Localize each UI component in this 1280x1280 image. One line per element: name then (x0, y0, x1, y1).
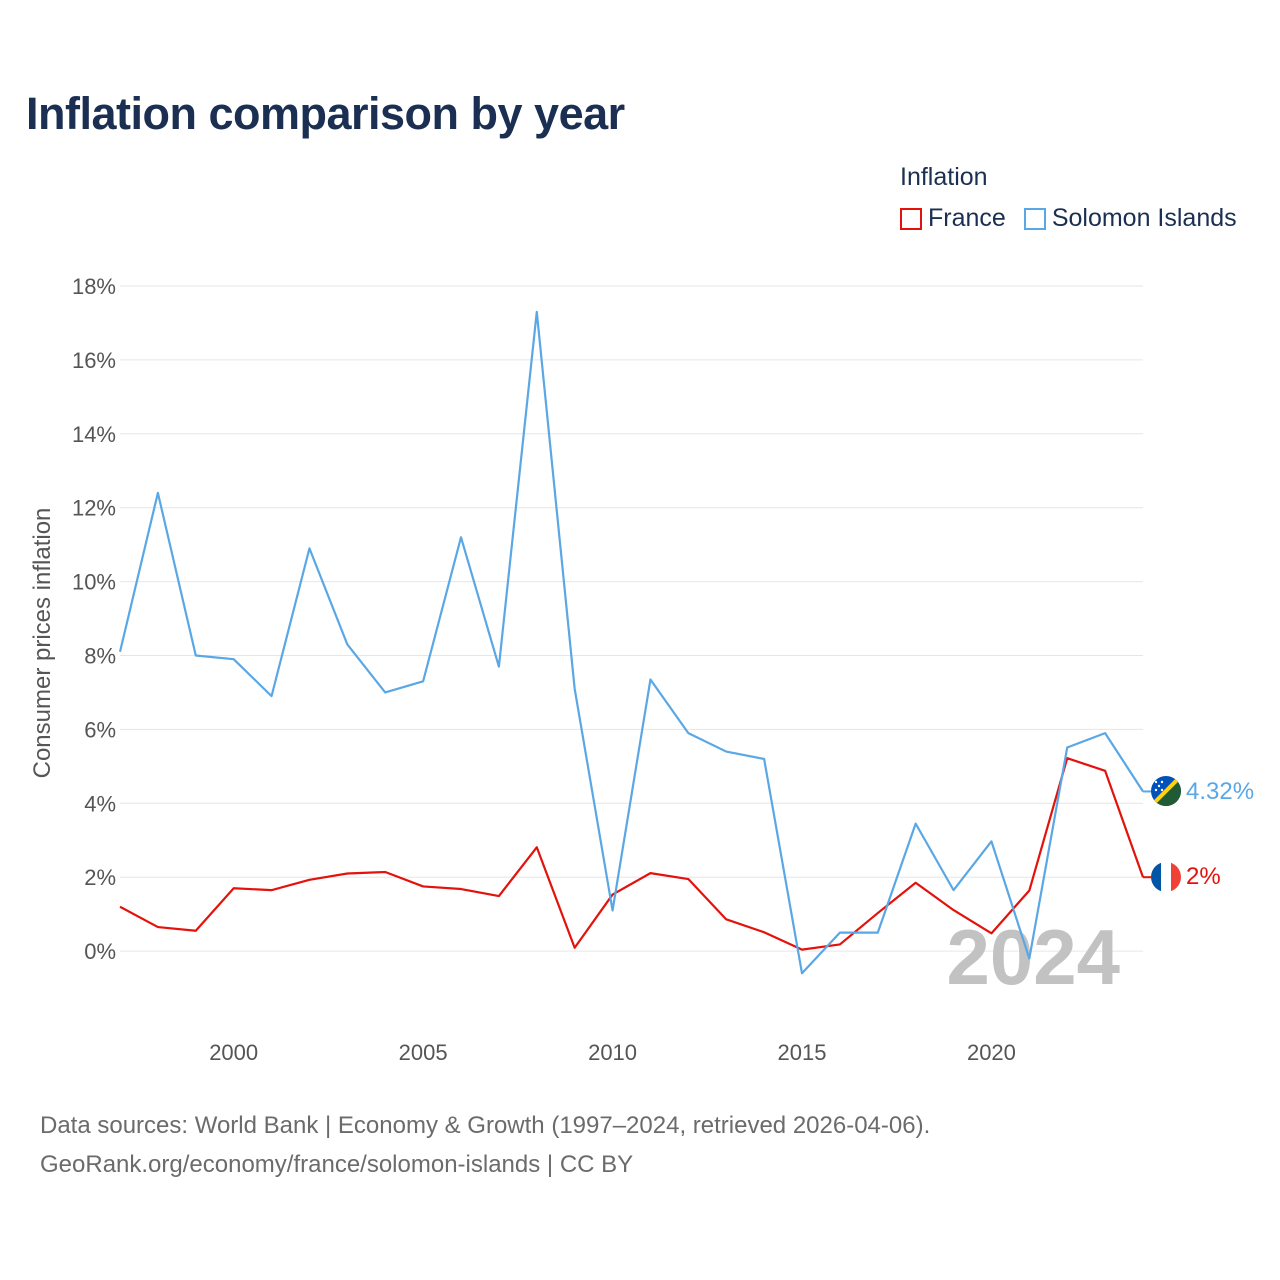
end-label-france: 2% (1186, 863, 1221, 890)
footer-sources: Data sources: World Bank | Economy & Gro… (40, 1112, 931, 1139)
gridlines (120, 285, 1143, 952)
y-tick-label: 12% (72, 496, 116, 521)
y-axis-label: Consumer prices inflation (29, 508, 56, 779)
y-tick-label: 18% (72, 274, 116, 299)
y-tick-label: 6% (84, 717, 116, 742)
solomon-islands-flag-icon (1151, 776, 1181, 806)
series-lines (118, 310, 1151, 975)
legend-label-solomon-islands: Solomon Islands (1051, 204, 1237, 232)
chart-title: Inflation comparison by year (26, 88, 625, 139)
x-tick-label: 2010 (588, 1040, 637, 1065)
x-axis-ticks: 2000 2005 2010 2015 2020 (209, 1040, 1016, 1065)
legend: France Solomon Islands (900, 204, 1255, 233)
y-tick-label: 8% (84, 644, 116, 669)
legend-swatch-solomon-islands (1023, 207, 1046, 230)
end-label-solomon-islands: 4.32% (1186, 778, 1254, 805)
series-line-france[interactable] (119, 757, 1145, 951)
legend-title: Inflation (900, 163, 988, 191)
footer-link[interactable]: GeoRank.org/economy/france/solomon-islan… (40, 1151, 634, 1178)
legend-item-solomon-islands[interactable]: Solomon Islands (1023, 204, 1237, 233)
legend-label-france: France (928, 204, 1006, 232)
france-flag-icon (1151, 862, 1181, 892)
y-tick-label: 16% (72, 348, 116, 373)
x-tick-label: 2020 (967, 1040, 1016, 1065)
legend-item-france[interactable]: France (900, 204, 1006, 233)
footer: Data sources: World Bank | Economy & Gro… (40, 1106, 930, 1184)
y-axis-ticks: 0% 2% 4% 6% 8% 10% 12% 14% 16% 18% (72, 274, 116, 964)
y-tick-label: 2% (84, 865, 116, 890)
x-tick-label: 2005 (399, 1040, 448, 1065)
line-chart: 0%2%4%6%8%10%12%14%16%18% 2000 2005 2010 20… (29, 274, 1254, 1065)
y-tick-label: 14% (72, 422, 116, 447)
x-tick-label: 2015 (778, 1040, 827, 1065)
series-line-solomon-islands[interactable] (118, 310, 1144, 975)
y-tick-label: 0% (84, 939, 116, 964)
y-tick-label: 4% (84, 791, 116, 816)
y-tick-label: 10% (72, 570, 116, 595)
legend-swatch-france (900, 207, 922, 230)
year-watermark: 2024 (946, 913, 1120, 1001)
x-tick-label: 2000 (209, 1040, 258, 1065)
